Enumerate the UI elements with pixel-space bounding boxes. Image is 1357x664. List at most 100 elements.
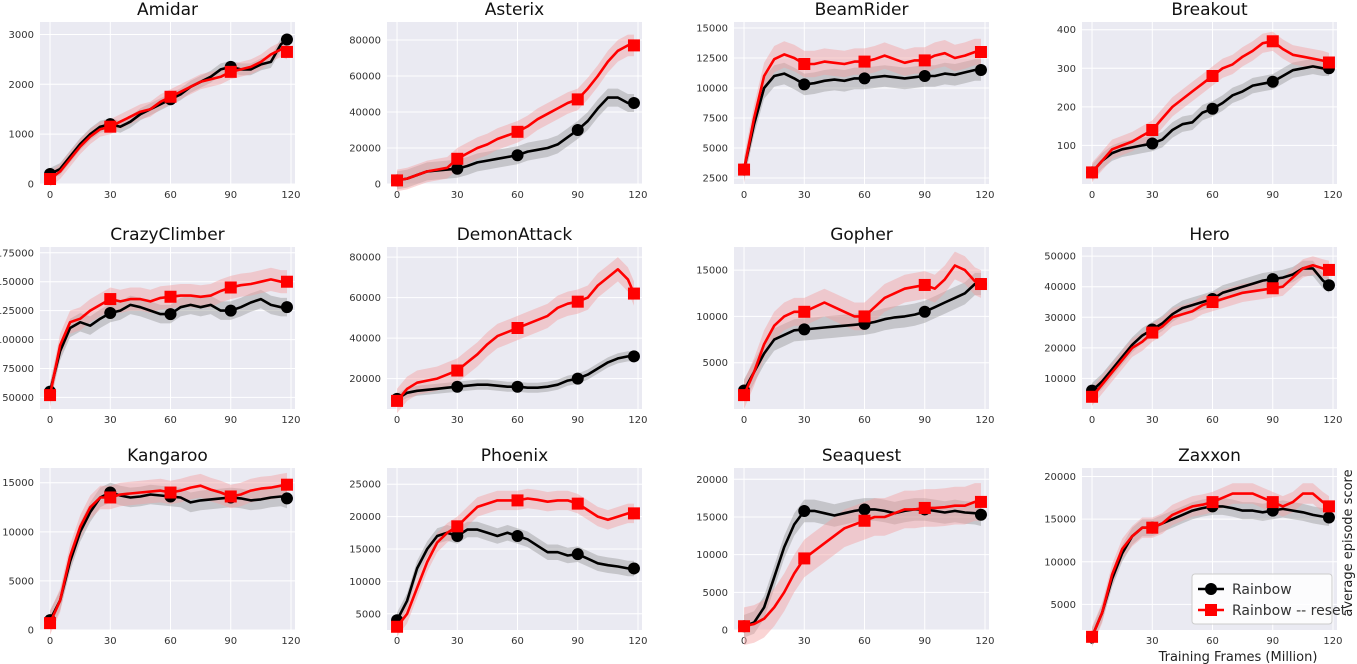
series-marker-reset: [571, 497, 584, 510]
series-marker-reset: [451, 152, 464, 165]
chart-panel-gopher: 0 30 60 90 120 5000 10000 15000 Gopher: [696, 225, 994, 426]
x-tick-label: 120: [975, 415, 994, 426]
series-marker-rainbow: [511, 530, 524, 543]
x-tick-label: 120: [975, 636, 994, 647]
x-tick-label: 60: [1206, 636, 1219, 647]
series-marker-reset: [798, 305, 811, 318]
x-tick-label: 90: [918, 415, 931, 426]
series-marker-reset: [44, 173, 57, 186]
x-tick-label: 0: [394, 415, 400, 426]
series-marker-rainbow: [280, 492, 293, 505]
y-tick-label: 50000: [2, 393, 34, 404]
y-tick-label: 2500: [703, 174, 728, 185]
x-tick-label: 120: [1323, 415, 1342, 426]
x-tick-label: 0: [394, 190, 400, 201]
x-tick-label: 30: [451, 190, 464, 201]
x-axis-label: Training Frames (Million): [1158, 650, 1318, 664]
series-marker-reset: [164, 90, 177, 103]
series-marker-rainbow: [627, 350, 640, 363]
series-marker-reset: [974, 495, 987, 508]
y-tick-label: 20000: [1044, 343, 1076, 354]
x-tick-label: 30: [104, 190, 117, 201]
series-marker-reset: [104, 491, 117, 504]
x-tick-label: 30: [1146, 190, 1159, 201]
series-marker-reset: [1086, 630, 1099, 643]
series-marker-reset: [280, 45, 293, 58]
x-tick-label: 0: [1089, 415, 1095, 426]
series-marker-reset: [627, 507, 640, 520]
y-tick-label: 60000: [349, 72, 381, 83]
series-band-rainbow: [1092, 260, 1329, 399]
y-tick-label: 20000: [1044, 472, 1076, 483]
series-marker-rainbow: [798, 504, 811, 517]
series-marker-rainbow: [858, 72, 871, 85]
y-tick-label: 15000: [696, 512, 728, 523]
x-tick-label: 30: [451, 415, 464, 426]
series-marker-reset: [44, 389, 57, 402]
y-axis-label: average episode score: [1341, 469, 1356, 616]
series-marker-rainbow: [451, 162, 464, 175]
series-marker-rainbow: [1266, 75, 1279, 88]
series-marker-reset: [451, 520, 464, 533]
chart-title: DemonAttack: [457, 225, 573, 245]
y-tick-label: 15000: [2, 478, 34, 489]
y-tick-label: 10000: [2, 527, 34, 538]
x-tick-label: 0: [47, 636, 53, 647]
plot-area: [1082, 22, 1337, 184]
series-marker-rainbow: [104, 306, 117, 319]
series-band-reset: [397, 34, 634, 192]
x-tick-label: 60: [1206, 190, 1219, 201]
x-tick-label: 120: [1323, 190, 1342, 201]
series-marker-reset: [1266, 496, 1279, 509]
x-tick-label: 90: [571, 415, 584, 426]
chart-panel-breakout: 0 30 60 90 120 100 200 300 400 Breakout: [1057, 0, 1343, 201]
series-marker-reset: [858, 310, 871, 323]
chart-panel-seaquest: 0 30 60 90 120 0 5000 10000 15000 20000 Seaquest: [696, 446, 994, 647]
chart-title: Breakout: [1171, 0, 1248, 20]
series-marker-rainbow: [164, 308, 177, 321]
series-marker-reset: [1146, 521, 1159, 534]
chart-panel-crazyclimber: 0 30 60 90 120 50000 75000 100000 125000 150000 17…: [0, 225, 301, 426]
series-marker-reset: [280, 478, 293, 491]
series-marker-reset: [1146, 124, 1159, 136]
series-marker-rainbow: [974, 508, 987, 521]
x-tick-label: 90: [571, 636, 584, 647]
y-tick-label: 5000: [1051, 600, 1076, 611]
chart-title: Zaxxon: [1178, 446, 1241, 466]
series-marker-reset: [451, 364, 464, 377]
x-tick-label: 30: [798, 636, 811, 647]
chart-panel-phoenix: 0 30 60 90 120 5000 10000 15000 20000 25000 Phoeni…: [349, 446, 647, 647]
series-marker-reset: [918, 278, 931, 291]
series-marker-rainbow: [1146, 137, 1159, 150]
series-marker-reset: [104, 120, 117, 133]
y-tick-label: 2000: [9, 80, 34, 91]
series-marker-reset: [391, 394, 404, 407]
x-tick-label: 0: [1089, 190, 1095, 201]
y-tick-label: 10000: [349, 577, 381, 588]
x-tick-label: 0: [741, 415, 747, 426]
y-tick-label: 40000: [349, 108, 381, 119]
y-tick-label: 0: [28, 180, 34, 191]
legend-label: Rainbow: [1232, 582, 1292, 598]
y-tick-label: 1000: [9, 130, 34, 141]
y-tick-label: 10000: [696, 550, 728, 561]
series-marker-rainbow: [798, 78, 811, 91]
x-tick-label: 90: [224, 636, 237, 647]
x-tick-label: 90: [1266, 190, 1279, 201]
legend-box: [1191, 573, 1333, 625]
x-tick-label: 90: [1266, 636, 1279, 647]
chart-title: Seaquest: [822, 446, 902, 466]
y-tick-label: 175000: [0, 248, 34, 259]
x-tick-label: 60: [858, 636, 871, 647]
x-tick-label: 120: [281, 190, 300, 201]
chart-title: BeamRider: [815, 0, 909, 20]
series-marker-reset: [164, 290, 177, 303]
x-tick-label: 90: [918, 636, 931, 647]
series-marker-reset: [858, 514, 871, 527]
y-tick-label: 20000: [349, 512, 381, 523]
chart-panel-amidar: 0 30 60 90 120 0 1000 2000 3000 Amidar: [9, 0, 301, 201]
series-marker-reset: [44, 617, 57, 630]
series-marker-rainbow: [974, 64, 987, 76]
series-marker-reset: [571, 295, 584, 308]
